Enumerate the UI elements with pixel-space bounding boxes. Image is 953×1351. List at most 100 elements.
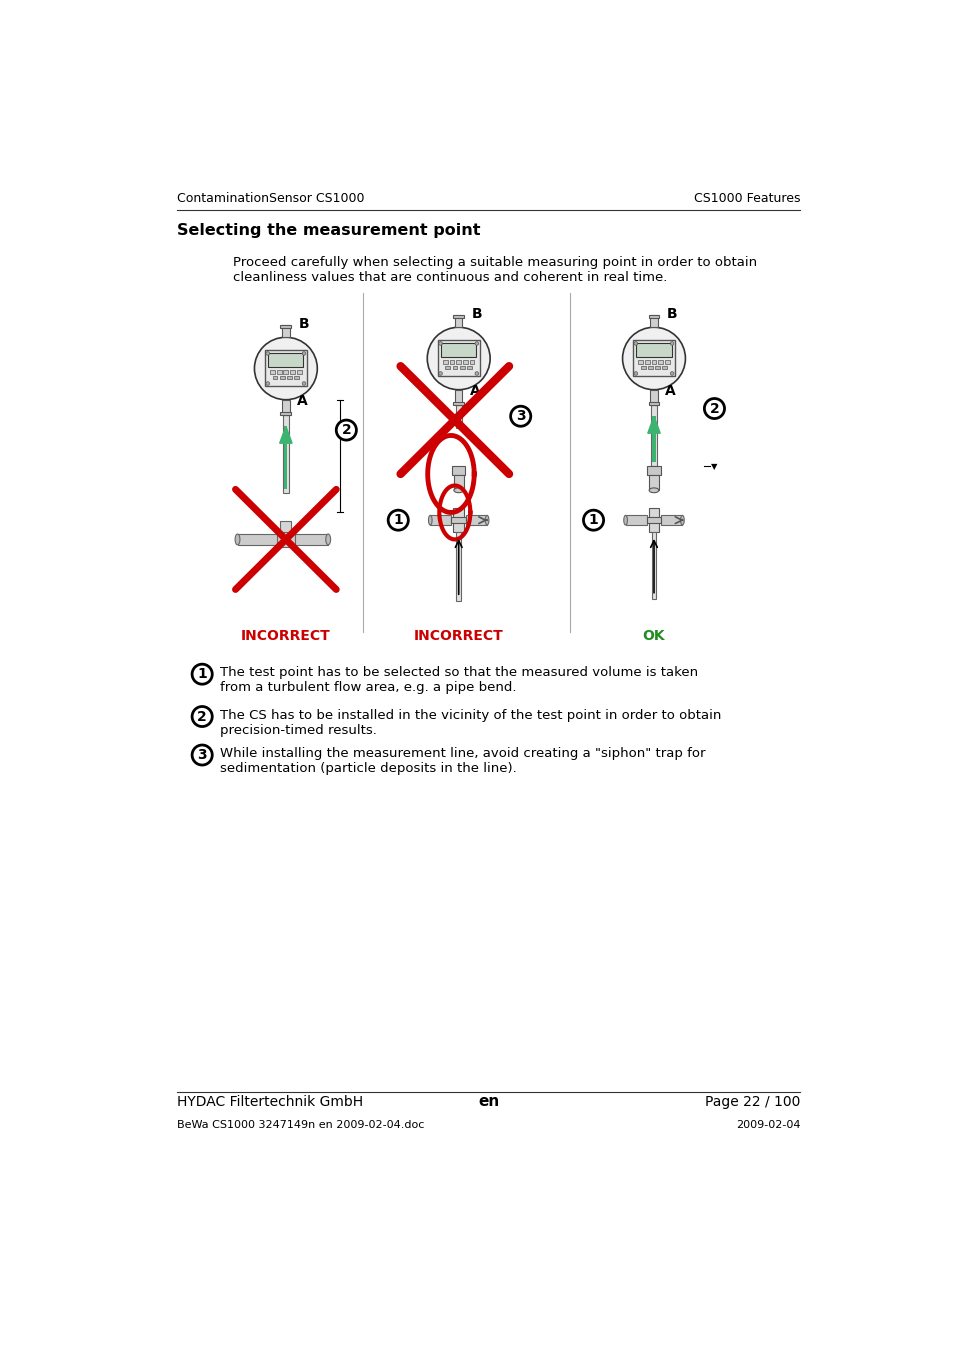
- Text: 2: 2: [709, 401, 719, 416]
- Circle shape: [583, 511, 603, 530]
- Bar: [647, 466, 660, 474]
- Bar: [452, 466, 465, 474]
- Bar: [276, 532, 294, 547]
- Text: 1: 1: [588, 513, 598, 527]
- Bar: [648, 401, 659, 405]
- Text: 3: 3: [197, 748, 207, 762]
- Bar: [445, 366, 450, 369]
- Text: en: en: [477, 1094, 499, 1109]
- Bar: [453, 315, 464, 319]
- Bar: [430, 515, 451, 526]
- Text: 1: 1: [197, 667, 207, 681]
- Bar: [455, 389, 462, 405]
- Text: 2: 2: [197, 709, 207, 724]
- Text: The CS has to be installed in the vicinity of the test point in order to obtain
: The CS has to be installed in the vicini…: [220, 709, 720, 736]
- Bar: [453, 508, 464, 532]
- Text: A: A: [664, 384, 675, 399]
- Bar: [268, 354, 303, 366]
- Ellipse shape: [623, 515, 627, 526]
- Ellipse shape: [679, 515, 683, 526]
- Bar: [279, 376, 284, 380]
- Bar: [276, 370, 281, 374]
- Ellipse shape: [325, 534, 331, 544]
- FancyBboxPatch shape: [437, 340, 479, 377]
- Bar: [456, 405, 461, 428]
- FancyBboxPatch shape: [264, 350, 307, 386]
- Circle shape: [302, 351, 306, 355]
- Circle shape: [388, 511, 408, 530]
- Text: INCORRECT: INCORRECT: [241, 628, 331, 643]
- Text: HYDAC Filtertechnik GmbH: HYDAC Filtertechnik GmbH: [177, 1096, 363, 1109]
- Bar: [650, 315, 657, 327]
- Bar: [294, 376, 299, 380]
- Bar: [652, 416, 655, 462]
- Bar: [454, 474, 463, 490]
- Bar: [646, 517, 660, 523]
- Text: Proceed carefully when selecting a suitable measuring point in order to obtain
c: Proceed carefully when selecting a suita…: [233, 257, 757, 284]
- Bar: [655, 366, 659, 369]
- Circle shape: [192, 707, 212, 727]
- Bar: [664, 359, 669, 363]
- Circle shape: [438, 372, 442, 376]
- Ellipse shape: [234, 534, 240, 544]
- Circle shape: [427, 327, 490, 389]
- Bar: [456, 359, 460, 363]
- Bar: [644, 359, 649, 363]
- Bar: [648, 315, 659, 319]
- Bar: [648, 508, 659, 532]
- Circle shape: [622, 327, 684, 389]
- Bar: [296, 370, 301, 374]
- Bar: [283, 370, 288, 374]
- Text: While installing the measurement line, avoid creating a "siphon" trap for
sedime: While installing the measurement line, a…: [220, 747, 705, 775]
- Bar: [282, 326, 289, 338]
- Text: B: B: [666, 307, 677, 322]
- Text: OK: OK: [642, 628, 664, 643]
- Text: A: A: [296, 394, 307, 408]
- Text: Page 22 / 100: Page 22 / 100: [704, 1096, 800, 1109]
- Circle shape: [266, 382, 270, 385]
- Circle shape: [254, 338, 317, 400]
- Circle shape: [192, 665, 212, 684]
- FancyBboxPatch shape: [632, 340, 675, 377]
- Text: ▼: ▼: [710, 462, 717, 470]
- Text: 2: 2: [341, 423, 351, 438]
- Bar: [636, 343, 671, 357]
- Bar: [449, 359, 454, 363]
- Text: Selecting the measurement point: Selecting the measurement point: [177, 223, 480, 238]
- Text: B: B: [298, 317, 310, 331]
- Bar: [452, 366, 457, 369]
- Bar: [647, 366, 652, 369]
- Text: BeWa CS1000 3247149n en 2009-02-04.doc: BeWa CS1000 3247149n en 2009-02-04.doc: [177, 1120, 424, 1131]
- Bar: [658, 359, 662, 363]
- Text: 1: 1: [393, 513, 403, 527]
- Circle shape: [192, 744, 212, 765]
- Text: The test point has to be selected so that the measured volume is taken
from a tu: The test point has to be selected so tha…: [220, 666, 698, 694]
- Circle shape: [475, 372, 478, 376]
- Bar: [282, 400, 289, 415]
- Bar: [469, 359, 474, 363]
- Circle shape: [634, 342, 637, 346]
- Circle shape: [335, 420, 356, 440]
- Circle shape: [510, 407, 530, 426]
- Bar: [459, 366, 464, 369]
- Bar: [650, 405, 657, 466]
- Bar: [280, 412, 291, 415]
- Text: 3: 3: [516, 409, 525, 423]
- Bar: [625, 515, 646, 526]
- Circle shape: [670, 342, 673, 346]
- Bar: [465, 515, 487, 526]
- Polygon shape: [647, 416, 659, 434]
- Text: CS1000 Features: CS1000 Features: [693, 192, 800, 205]
- Bar: [294, 534, 328, 544]
- Circle shape: [670, 372, 673, 376]
- Bar: [290, 370, 294, 374]
- Ellipse shape: [454, 488, 463, 493]
- Text: A: A: [469, 384, 479, 399]
- Bar: [280, 521, 291, 539]
- Bar: [455, 315, 462, 327]
- Bar: [237, 534, 276, 544]
- Bar: [453, 401, 464, 405]
- Bar: [440, 343, 476, 357]
- Bar: [282, 415, 289, 493]
- Text: ContaminationSensor CS1000: ContaminationSensor CS1000: [177, 192, 364, 205]
